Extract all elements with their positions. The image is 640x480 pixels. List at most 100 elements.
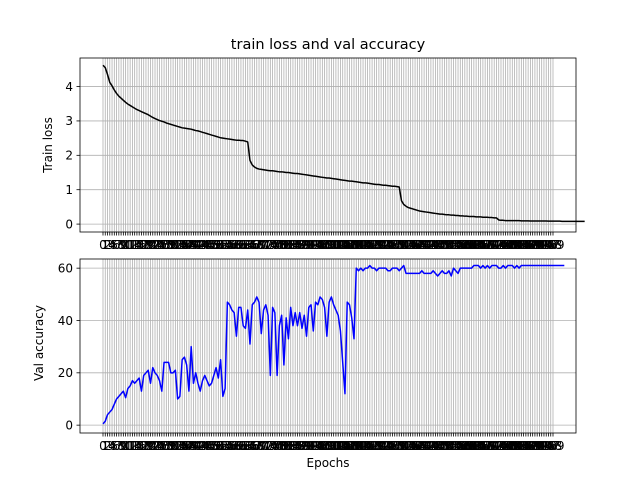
train-loss-ylabel: Train loss	[41, 117, 55, 174]
val-accuracy-x-tick-label: 153	[438, 439, 461, 453]
val-accuracy-x-tick-label: 59	[229, 439, 244, 453]
train-loss-x-tick-label: 38	[181, 238, 196, 252]
train-loss-x-tick-label: 11	[120, 238, 135, 252]
val-accuracy-x-tick-label: 68	[249, 439, 264, 453]
val-accuracy-x-tick-label: 136	[399, 439, 422, 453]
val-accuracy-x-tick-label: 39	[184, 439, 199, 453]
train-loss-x-tick-label: 69	[251, 238, 266, 252]
val-accuracy-x-tick-label: 29	[161, 439, 176, 453]
val-accuracy-x-tick-label: 46	[199, 439, 214, 453]
val-accuracy-y-tick-label: 40	[58, 314, 73, 328]
val-accuracy-x-tick-label: 20	[141, 439, 156, 453]
val-accuracy-x-tick-label: 52	[213, 439, 228, 453]
val-accuracy-x-tick-label: 144	[417, 439, 440, 453]
train-loss-x-tick-label: 149	[428, 238, 451, 252]
train-loss-x-tick-label: 150	[431, 238, 454, 252]
train-loss-x-tick-label: 23	[147, 238, 162, 252]
val-accuracy-x-tick-label: 14	[127, 439, 142, 453]
train-loss-x-tick-label: 86	[290, 238, 305, 252]
val-accuracy-x-tick-label: 152	[435, 439, 458, 453]
val-accuracy-x-tick-label: 3	[106, 439, 114, 453]
train-loss-x-tick-label: 100	[318, 238, 341, 252]
val-accuracy-x-tick-label: 53	[215, 439, 230, 453]
train-loss-x-tick-label: 120	[363, 238, 386, 252]
val-accuracy-x-tick-label: 170	[476, 439, 499, 453]
train-loss-x-tick-label: 172	[480, 238, 503, 252]
train-loss-y-tick-label: 3	[65, 114, 73, 128]
train-loss-x-tick-label: 50	[208, 238, 223, 252]
val-accuracy-x-tick-label: 50	[208, 439, 223, 453]
val-accuracy-x-tick-label: 114	[349, 439, 372, 453]
val-accuracy-x-tick-label: 47	[202, 439, 217, 453]
val-accuracy-x-tick-label: 49	[206, 439, 221, 453]
val-accuracy-x-tick-label: 33	[170, 439, 185, 453]
train-loss-x-tick-label: 84	[285, 238, 300, 252]
val-accuracy-x-tick-label: 175	[487, 439, 510, 453]
train-loss-x-tick-label: 66	[245, 238, 260, 252]
train-loss-x-tick-label: 189	[519, 238, 542, 252]
val-accuracy-x-tick-label: 110	[340, 439, 363, 453]
train-loss-x-tick-label: 188	[517, 238, 540, 252]
train-loss-x-tick-label: 178	[494, 238, 517, 252]
train-loss-x-tick-label: 27	[156, 238, 171, 252]
train-loss-x-tick-label: 103	[324, 238, 347, 252]
val-accuracy-x-tick-label: 5	[110, 439, 118, 453]
val-accuracy-x-tick-label: 80	[276, 439, 291, 453]
train-loss-x-tick-label: 119	[361, 238, 384, 252]
train-loss-x-tick-label: 82	[281, 238, 296, 252]
val-accuracy-x-tick-label: 98	[317, 439, 332, 453]
train-loss-x-tick-label: 97	[315, 238, 330, 252]
train-loss-x-tick-label: 78	[272, 238, 287, 252]
train-loss-x-tick-label: 134	[395, 238, 418, 252]
train-loss-x-tick-label: 87	[292, 238, 307, 252]
train-loss-x-tick-label: 197	[537, 238, 560, 252]
train-loss-x-tick-label: 37	[179, 238, 194, 252]
val-accuracy-x-tick-label: 67	[247, 439, 262, 453]
train-loss-x-tick-label: 118	[358, 238, 381, 252]
val-accuracy-x-tick-label: 181	[501, 439, 524, 453]
val-accuracy-x-tick-label: 78	[272, 439, 287, 453]
val-accuracy-x-tick-label: 154	[440, 439, 463, 453]
train-loss-x-tick-label: 99	[319, 238, 334, 252]
val-accuracy-x-tick-label: 54	[217, 439, 232, 453]
val-accuracy-x-tick-label: 137	[401, 439, 424, 453]
train-loss-x-tick-label: 116	[354, 238, 377, 252]
val-accuracy-x-tick-label: 163	[460, 439, 483, 453]
val-accuracy-x-tick-label: 146	[422, 439, 445, 453]
train-loss-x-tick-label: 155	[442, 238, 465, 252]
val-accuracy-x-tick-label: 127	[379, 439, 402, 453]
val-accuracy-x-tick-label: 105	[329, 439, 352, 453]
train-loss-x-tick-label: 193	[528, 238, 551, 252]
val-accuracy-x-tick-label: 164	[462, 439, 485, 453]
train-loss-x-tick-label: 108	[336, 238, 359, 252]
chart-title: train loss and val accuracy	[231, 37, 426, 53]
val-accuracy-y-tick-label: 0	[65, 418, 73, 432]
train-loss-x-tick-label: 6	[113, 238, 121, 252]
val-accuracy-marks	[102, 264, 565, 425]
val-accuracy-x-tick-label: 199	[542, 439, 565, 453]
train-loss-x-tick-label: 117	[356, 238, 379, 252]
train-loss-axes-frame	[79, 57, 577, 233]
val-accuracy-x-tick-label: 187	[514, 439, 537, 453]
train-loss-x-tick-label: 174	[485, 238, 508, 252]
train-loss-x-tick-label: 131	[388, 238, 411, 252]
train-loss-x-tick-label: 195	[532, 238, 555, 252]
val-accuracy-x-tick-label: 26	[154, 439, 169, 453]
train-loss-x-tick-label: 45	[197, 238, 212, 252]
train-loss-x-tick-label: 105	[329, 238, 352, 252]
train-loss-x-tick-label: 42	[190, 238, 205, 252]
train-loss-x-tick-label: 112	[345, 238, 368, 252]
val-accuracy-x-tick-label: 13	[125, 439, 140, 453]
train-loss-x-tick-label: 180	[499, 238, 522, 252]
val-accuracy-x-tick-label: 116	[354, 439, 377, 453]
val-accuracy-x-tick-label: 107	[334, 439, 357, 453]
train-loss-x-tick-label: 89	[297, 238, 312, 252]
train-loss-x-tick-label: 71	[256, 238, 271, 252]
train-loss-x-tick-label: 4	[108, 238, 116, 252]
train-loss-x-tick-label: 176	[490, 238, 513, 252]
train-loss-x-tick-label: 22	[145, 238, 160, 252]
val-accuracy-x-tick-label: 34	[172, 439, 187, 453]
val-accuracy-x-tick-label: 132	[390, 439, 413, 453]
val-accuracy-x-tick-label: 8	[117, 439, 125, 453]
